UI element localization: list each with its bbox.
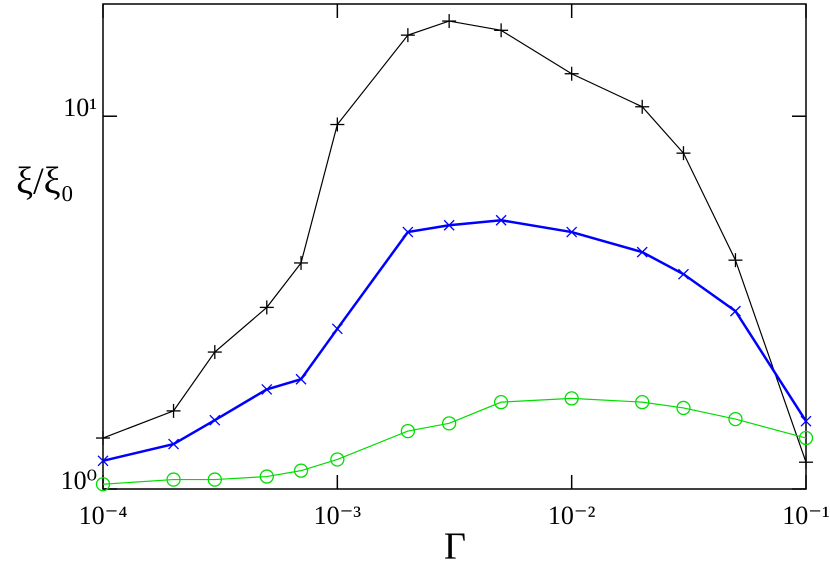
marker xyxy=(564,66,579,81)
marker xyxy=(564,391,579,406)
marker xyxy=(729,305,741,317)
marker-part xyxy=(443,219,455,231)
marker-part xyxy=(209,414,221,426)
marker xyxy=(207,472,222,487)
marker-part xyxy=(729,305,741,317)
marker xyxy=(207,345,222,360)
marker xyxy=(635,99,650,114)
marker-part xyxy=(495,214,507,226)
marker-part xyxy=(728,411,743,427)
marker xyxy=(400,28,415,43)
marker xyxy=(295,373,307,385)
marker-part xyxy=(207,472,222,487)
marker-part xyxy=(330,452,345,467)
marker-part xyxy=(798,430,814,446)
marker xyxy=(566,226,578,238)
marker-part xyxy=(295,373,307,385)
marker-part xyxy=(800,415,812,427)
x-axis-label: Γ xyxy=(444,526,466,568)
marker xyxy=(635,394,650,410)
marker xyxy=(678,268,689,280)
marker-part xyxy=(259,469,274,484)
marker xyxy=(330,117,345,132)
series-line xyxy=(102,218,808,463)
marker-part xyxy=(635,394,650,410)
y-tick-label: 10⁰ xyxy=(61,466,97,495)
marker xyxy=(259,469,274,484)
marker-part xyxy=(95,477,111,492)
marker xyxy=(166,403,181,418)
marker xyxy=(294,255,309,270)
marker-part xyxy=(293,463,309,478)
series-line xyxy=(102,20,807,463)
marker-part xyxy=(402,226,414,238)
plot-frame xyxy=(102,3,807,490)
marker xyxy=(728,253,743,268)
marker xyxy=(400,423,416,439)
marker xyxy=(261,383,273,395)
marker xyxy=(636,246,648,258)
marker xyxy=(441,416,457,431)
marker xyxy=(293,463,309,478)
marker xyxy=(168,438,180,450)
y-tick-label: 10¹ xyxy=(63,93,97,122)
marker-part xyxy=(676,400,691,416)
marker xyxy=(800,415,812,427)
marker xyxy=(209,414,221,426)
marker-part xyxy=(564,391,579,406)
marker xyxy=(95,477,111,492)
marker xyxy=(676,400,691,416)
x-tick-label: 10⁻⁴ xyxy=(79,501,128,530)
marker xyxy=(676,146,691,161)
series-line xyxy=(102,397,807,485)
marker xyxy=(96,431,110,446)
marker xyxy=(330,452,345,467)
marker xyxy=(442,14,457,29)
marker xyxy=(97,455,109,467)
marker xyxy=(494,23,509,38)
marker xyxy=(259,300,274,315)
marker-part xyxy=(493,394,509,410)
marker-part xyxy=(166,472,181,487)
marker-part xyxy=(636,246,648,258)
marker xyxy=(493,394,509,410)
x-tick-label: 10⁻³ xyxy=(314,501,362,530)
marker-part xyxy=(678,268,689,280)
marker xyxy=(798,430,814,446)
marker xyxy=(728,411,743,427)
marker-part xyxy=(441,416,457,431)
marker xyxy=(495,214,507,226)
marker-part xyxy=(261,383,273,395)
y-axis-label: ξ/ξ₀ xyxy=(16,161,74,203)
marker xyxy=(166,472,181,487)
x-tick-label: 10⁻¹ xyxy=(782,501,830,530)
marker xyxy=(402,226,414,238)
marker-part xyxy=(400,423,416,439)
marker xyxy=(331,323,343,335)
marker-part xyxy=(331,323,343,335)
marker-part xyxy=(97,455,109,467)
x-tick-label: 10⁻² xyxy=(548,501,596,530)
marker xyxy=(799,455,813,470)
marker-part xyxy=(168,438,180,450)
marker xyxy=(443,219,455,231)
marker-part xyxy=(566,226,578,238)
